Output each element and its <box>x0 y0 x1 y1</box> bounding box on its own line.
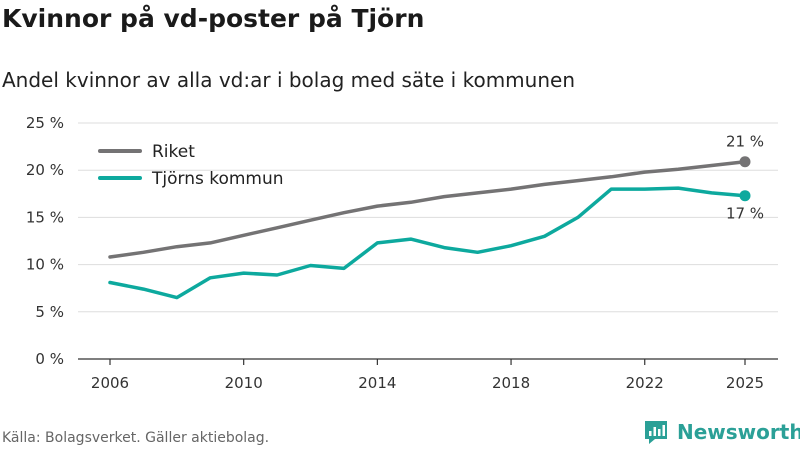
x-tick-label: 2018 <box>492 374 530 392</box>
y-axis: 0 % 5 % 10 % 15 % 20 % 25 % <box>26 114 64 368</box>
brand-name: Newsworthy <box>677 420 800 444</box>
x-tick-label: 2025 <box>726 374 764 392</box>
x-tick-label: 2022 <box>626 374 664 392</box>
y-tick-label: 15 % <box>26 208 64 226</box>
y-tick-label: 10 % <box>26 256 64 274</box>
x-tick-label: 2010 <box>225 374 263 392</box>
y-tick-label: 25 % <box>26 114 64 132</box>
legend-label-riket: Riket <box>152 142 195 162</box>
end-label-tjorn: 17 % <box>726 205 764 223</box>
newsworthy-logo-icon <box>645 421 667 444</box>
x-tick-label: 2006 <box>91 374 129 392</box>
y-tick-label: 5 % <box>35 303 64 321</box>
legend: Riket Tjörns kommun <box>98 142 284 189</box>
series-line-riket <box>108 159 747 259</box>
series: 21 % 17 % <box>108 133 764 300</box>
legend-label-tjorn: Tjörns kommun <box>151 169 284 189</box>
chart-title: Kvinnor på vd-poster på Tjörn <box>2 4 425 33</box>
source-note: Källa: Bolagsverket. Gäller aktiebolag. <box>2 430 270 446</box>
series-line-tjorn <box>108 186 747 300</box>
end-label-riket: 21 % <box>726 133 764 151</box>
chart-subtitle: Andel kvinnor av alla vd:ar i bolag med … <box>2 68 575 92</box>
y-tick-label: 0 % <box>35 350 64 368</box>
end-point-riket <box>739 156 751 168</box>
x-axis: 2006 2010 2014 2018 2022 2025 <box>91 359 764 392</box>
grid <box>78 122 778 360</box>
brand-logo: Newsworthy <box>643 419 800 445</box>
y-tick-label: 20 % <box>26 161 64 179</box>
end-point-tjorn <box>739 190 751 202</box>
x-tick-label: 2014 <box>358 374 396 392</box>
